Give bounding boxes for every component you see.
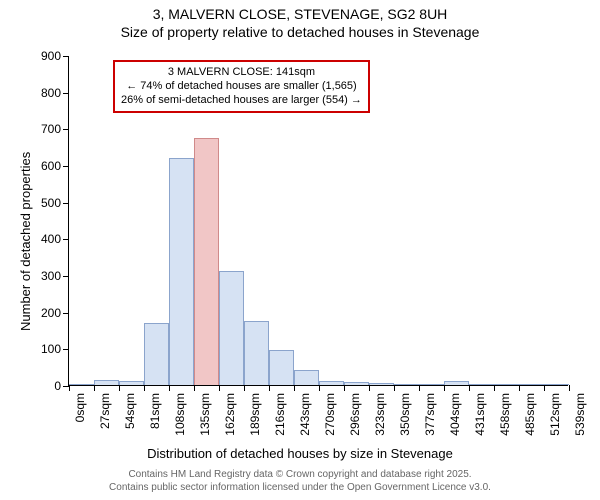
x-tick [569, 385, 570, 391]
x-tick [194, 385, 195, 391]
x-tick-label: 270sqm [323, 393, 337, 436]
x-tick-label: 296sqm [348, 393, 362, 436]
histogram-bar [444, 381, 469, 385]
x-tick [94, 385, 95, 391]
histogram-bar [419, 384, 444, 385]
x-tick-label: 539sqm [573, 393, 587, 436]
chart-title-line1: 3, MALVERN CLOSE, STEVENAGE, SG2 8UH [0, 6, 600, 22]
y-tick-label: 800 [41, 86, 61, 100]
histogram-bar [494, 384, 519, 385]
histogram-bar [294, 370, 319, 385]
y-axis-label: Number of detached properties [18, 152, 33, 331]
x-tick [444, 385, 445, 391]
x-tick [369, 385, 370, 391]
histogram-bar [344, 382, 369, 385]
x-tick [344, 385, 345, 391]
annotation-box: 3 MALVERN CLOSE: 141sqm← 74% of detached… [113, 60, 370, 113]
y-tick-label: 500 [41, 196, 61, 210]
y-tick [63, 129, 69, 130]
x-tick-label: 458sqm [498, 393, 512, 436]
histogram-bar [319, 381, 344, 385]
y-tick-label: 100 [41, 342, 61, 356]
annotation-line: 3 MALVERN CLOSE: 141sqm [121, 66, 362, 80]
x-tick-label: 108sqm [173, 393, 187, 436]
annotation-line: ← 74% of detached houses are smaller (1,… [121, 80, 362, 94]
histogram-bar [69, 384, 94, 385]
attribution-line1: Contains HM Land Registry data © Crown c… [0, 468, 600, 481]
histogram-bar [169, 158, 194, 385]
x-tick-label: 162sqm [223, 393, 237, 436]
attribution-block: Contains HM Land Registry data © Crown c… [0, 468, 600, 494]
histogram-bar [144, 323, 169, 385]
x-tick [169, 385, 170, 391]
x-tick [219, 385, 220, 391]
y-tick [63, 56, 69, 57]
x-tick [119, 385, 120, 391]
histogram-bar [119, 381, 144, 385]
x-tick [69, 385, 70, 391]
x-tick [144, 385, 145, 391]
x-tick-label: 323sqm [373, 393, 387, 436]
x-tick-label: 27sqm [98, 393, 112, 429]
x-tick-label: 431sqm [473, 393, 487, 436]
x-tick-label: 485sqm [523, 393, 537, 436]
chart-title-block: 3, MALVERN CLOSE, STEVENAGE, SG2 8UH Siz… [0, 6, 600, 40]
x-tick-label: 216sqm [273, 393, 287, 436]
histogram-bar [469, 384, 494, 385]
y-tick [63, 203, 69, 204]
x-tick-label: 54sqm [123, 393, 137, 429]
chart-container: 3, MALVERN CLOSE, STEVENAGE, SG2 8UH Siz… [0, 0, 600, 500]
x-tick-label: 189sqm [248, 393, 262, 436]
x-tick [419, 385, 420, 391]
x-axis-label: Distribution of detached houses by size … [0, 446, 600, 461]
histogram-bar-highlight [194, 138, 219, 386]
x-tick [244, 385, 245, 391]
y-tick-label: 900 [41, 49, 61, 63]
histogram-bar [544, 384, 569, 385]
x-tick [294, 385, 295, 391]
x-tick [469, 385, 470, 391]
y-tick-label: 600 [41, 159, 61, 173]
x-tick [519, 385, 520, 391]
histogram-bar [269, 350, 294, 385]
x-tick-label: 0sqm [73, 393, 87, 422]
annotation-line: 26% of semi-detached houses are larger (… [121, 94, 362, 108]
x-tick-label: 135sqm [198, 393, 212, 436]
y-tick-label: 400 [41, 232, 61, 246]
x-tick-label: 404sqm [448, 393, 462, 436]
x-tick-label: 81sqm [148, 393, 162, 429]
histogram-bar [519, 384, 544, 385]
histogram-bar [219, 271, 244, 385]
attribution-line2: Contains public sector information licen… [0, 481, 600, 494]
x-tick [269, 385, 270, 391]
y-tick-label: 200 [41, 306, 61, 320]
x-tick-label: 243sqm [298, 393, 312, 436]
histogram-bar [244, 321, 269, 385]
x-tick-label: 350sqm [398, 393, 412, 436]
y-tick-label: 700 [41, 122, 61, 136]
x-tick [319, 385, 320, 391]
y-tick [63, 166, 69, 167]
x-tick-label: 377sqm [423, 393, 437, 436]
y-tick [63, 313, 69, 314]
y-tick [63, 239, 69, 240]
histogram-bar [94, 380, 119, 385]
x-tick [394, 385, 395, 391]
x-tick [494, 385, 495, 391]
y-tick [63, 93, 69, 94]
y-tick [63, 349, 69, 350]
histogram-bar [394, 384, 419, 385]
histogram-bar [369, 383, 394, 385]
y-tick-label: 0 [54, 379, 61, 393]
y-tick-label: 300 [41, 269, 61, 283]
y-tick [63, 276, 69, 277]
x-tick-label: 512sqm [548, 393, 562, 436]
x-tick [544, 385, 545, 391]
chart-title-line2: Size of property relative to detached ho… [0, 24, 600, 40]
